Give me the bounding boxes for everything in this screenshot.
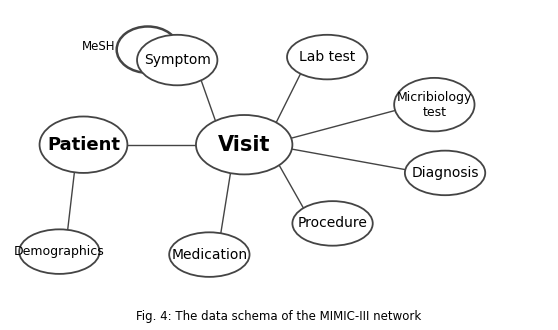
Ellipse shape — [137, 35, 218, 85]
Text: Symptom: Symptom — [144, 53, 211, 67]
Text: Procedure: Procedure — [297, 216, 368, 230]
Ellipse shape — [405, 150, 485, 195]
Text: Patient: Patient — [47, 136, 120, 154]
Text: Visit: Visit — [218, 135, 271, 155]
Text: Fig. 4: The data schema of the MIMIC-III network: Fig. 4: The data schema of the MIMIC-III… — [136, 311, 422, 323]
Ellipse shape — [292, 201, 373, 246]
Text: MeSH: MeSH — [82, 40, 116, 53]
Ellipse shape — [394, 78, 474, 131]
Text: Diagnosis: Diagnosis — [411, 166, 479, 180]
Ellipse shape — [287, 35, 367, 80]
Ellipse shape — [196, 115, 292, 175]
Text: Lab test: Lab test — [299, 50, 355, 64]
Text: Demographics: Demographics — [14, 245, 105, 258]
Ellipse shape — [19, 229, 99, 274]
Ellipse shape — [169, 232, 249, 277]
Text: Medication: Medication — [171, 248, 247, 262]
Text: Micribiology
test: Micribiology test — [397, 91, 472, 118]
Ellipse shape — [40, 116, 127, 173]
Ellipse shape — [117, 26, 179, 73]
